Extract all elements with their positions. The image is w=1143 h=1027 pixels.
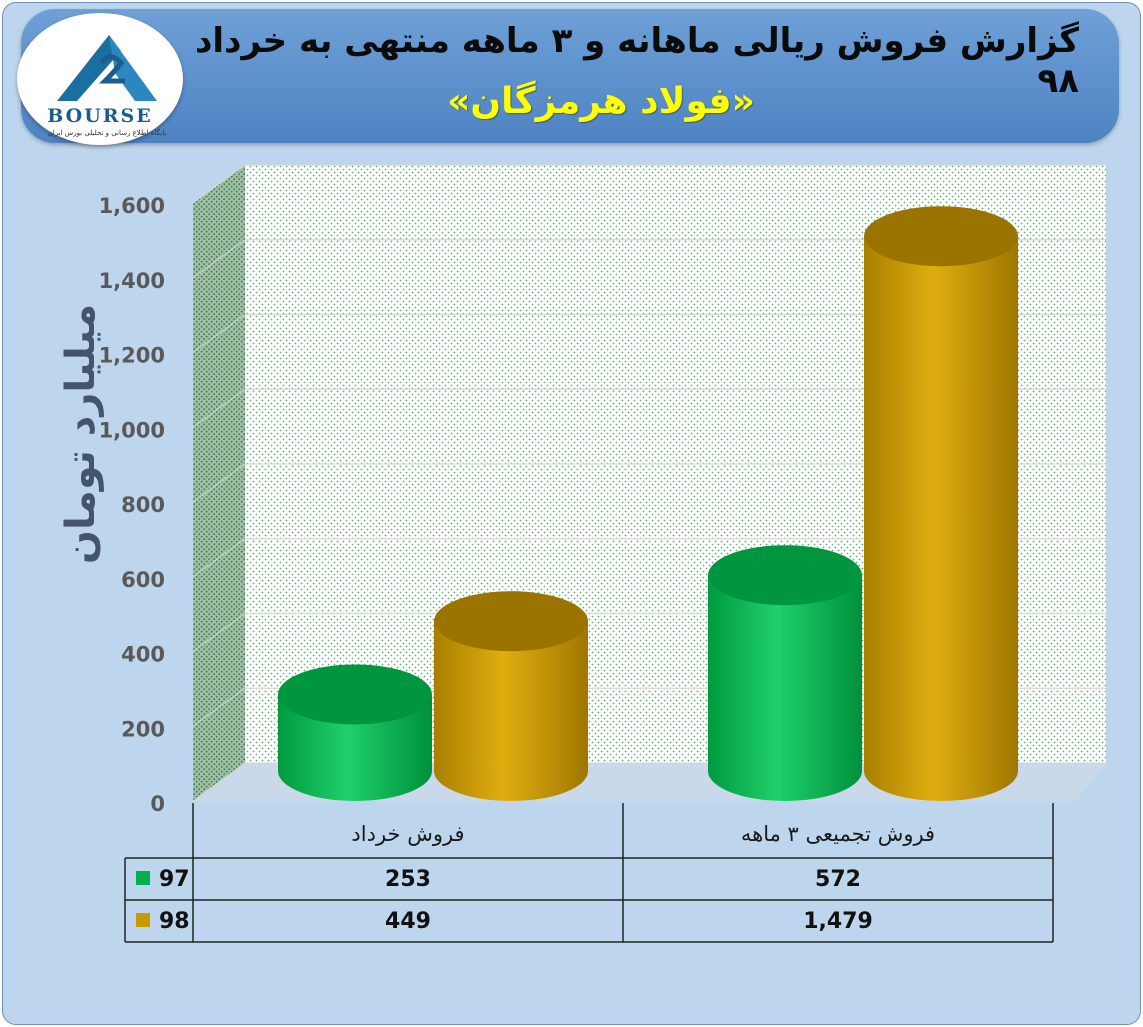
y-tick-label: 1,600 (99, 194, 165, 218)
y-tick-label: 1,000 (99, 418, 165, 442)
gridline-side (192, 388, 246, 428)
data-table: فروش خرداد فروش تجمیعی ۳ ماهه 97 253 572 98 44… (124, 803, 1054, 943)
data-label-98-1: 1,479 (803, 909, 873, 934)
y-tick-label: 1,200 (99, 344, 165, 368)
page-title: گزارش فروش ریالی ماهانه و ۳ ماهه منتهی ب… (194, 21, 1079, 101)
bar-97-1 (708, 575, 862, 801)
gridline-side (192, 164, 246, 204)
gridline-side (192, 538, 246, 578)
bar-top-98-1 (864, 206, 1018, 267)
legend-label-97: 97 (159, 867, 190, 892)
y-tick-label: 0 (150, 792, 165, 816)
header-banner: گزارش فروش ریالی ماهانه و ۳ ماهه منتهی ب… (21, 9, 1119, 143)
data-label-97-0: 253 (385, 867, 431, 892)
y-tick-label: 800 (121, 493, 165, 517)
y-tick-label: 1,400 (99, 269, 165, 293)
data-label-98-0: 449 (385, 909, 431, 934)
bar-top-97-1 (708, 545, 862, 606)
bar-top-98-0 (434, 591, 588, 652)
y-tick-label: 600 (121, 568, 165, 592)
y-tick-label: 400 (121, 643, 165, 667)
bar-98-0 (434, 621, 588, 801)
data-label-97-1: 572 (815, 867, 861, 892)
logo-mark-icon (57, 35, 157, 101)
gridline-side (192, 239, 246, 279)
bar-98-1 (864, 236, 1018, 801)
y-tick-label: 200 (121, 717, 165, 741)
bar-97-0 (278, 694, 432, 801)
company-name: «فولاد هرمزگان» (447, 81, 755, 122)
legend-label-98: 98 (159, 909, 190, 934)
bar-chart: 0 200 400 600 800 1,000 1,200 1,400 1,600 فروش خ… (99, 164, 1106, 943)
gridline-side (192, 613, 246, 652)
gridline-side (192, 687, 246, 727)
bourse24-logo: BOURSE پایگاه اطلاع رسانی و تحلیلی بورس … (17, 13, 183, 145)
chart-marks (278, 206, 1018, 801)
legend-swatch-97 (136, 871, 150, 885)
legend-swatch-98 (136, 913, 150, 927)
category-label: فروش تجمیعی ۳ ماهه (741, 822, 935, 846)
logo-tagline: پایگاه اطلاع رسانی و تحلیلی بورس ایران (47, 129, 167, 137)
gridline-side (192, 314, 246, 353)
logo-word: BOURSE (47, 105, 153, 127)
category-label: فروش خرداد (351, 822, 464, 846)
bar-top-97-0 (278, 664, 432, 725)
gridline-side (192, 463, 246, 503)
gridline-side (192, 762, 246, 802)
